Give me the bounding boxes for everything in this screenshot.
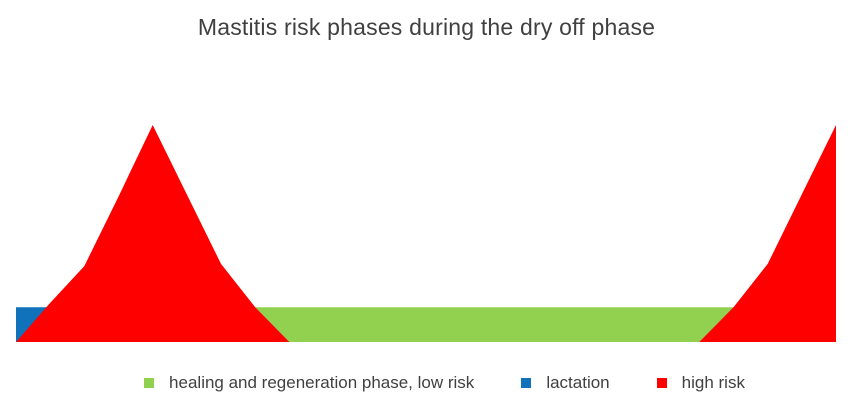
series-area-low_risk	[221, 307, 768, 342]
chart-title: Mastitis risk phases during the dry off …	[197, 14, 656, 40]
low-risk-swatch-icon	[144, 378, 155, 388]
legend-item-lactation: lactation	[521, 373, 610, 393]
legend: healing and regeneration phase, low risk…	[18, 373, 853, 393]
legend-label-high-risk: high risk	[681, 373, 745, 392]
legend-item-high-risk: high risk	[656, 373, 745, 393]
legend-item-low-risk: healing and regeneration phase, low risk	[144, 373, 474, 393]
legend-label-lactation: lactation	[546, 373, 610, 392]
series-area-high_risk	[16, 125, 836, 342]
high-risk-swatch-icon	[656, 378, 667, 388]
lactation-swatch-icon	[521, 378, 532, 388]
legend-label-low-risk: healing and regeneration phase, low risk	[169, 373, 475, 392]
